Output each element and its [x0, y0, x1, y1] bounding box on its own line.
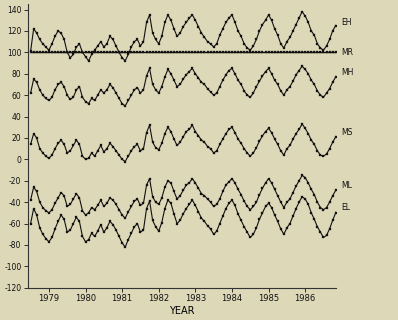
Text: MR: MR: [341, 48, 354, 57]
Text: EL: EL: [341, 203, 351, 212]
Text: ML: ML: [341, 180, 353, 189]
Text: MH: MH: [341, 68, 354, 77]
X-axis label: YEAR: YEAR: [169, 306, 195, 316]
Text: MS: MS: [341, 128, 353, 137]
Text: EH: EH: [341, 18, 352, 27]
